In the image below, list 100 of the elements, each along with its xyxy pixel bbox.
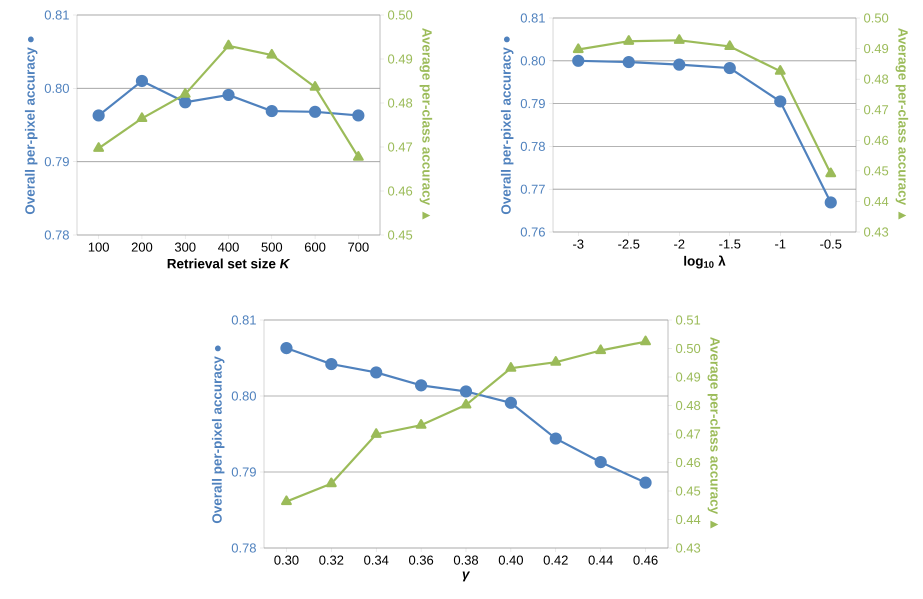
x-axis-title: γ	[462, 572, 470, 582]
y2-tick-label: 0.49	[864, 44, 888, 54]
point	[674, 34, 685, 44]
y2-tick-label: 0.48	[388, 98, 412, 108]
point	[308, 106, 322, 118]
x-tick-label: 400	[218, 242, 239, 252]
y2-tick-label: 0.45	[388, 230, 412, 240]
point	[774, 95, 786, 108]
x-tick-label: 0.44	[588, 556, 613, 565]
y2-tick-label: 0.47	[388, 142, 412, 152]
point	[460, 385, 472, 398]
y2-axis-title: Average per-class accuracy ▲	[896, 28, 908, 220]
point	[724, 62, 736, 74]
x-axis-title: Retrieval set size K	[168, 258, 290, 268]
x-tick-label: 0.38	[454, 556, 478, 565]
y-tick-label: 0.81	[44, 10, 69, 20]
point	[93, 142, 104, 152]
x-tick-label: 0.32	[319, 556, 344, 565]
x-tick-label: 100	[88, 242, 109, 252]
point	[505, 362, 516, 372]
y2-tick-label: 0.49	[676, 372, 700, 382]
y-tick-label: 0.78	[44, 230, 69, 240]
y-tick-label: 0.76	[520, 227, 545, 237]
y2-tick-label: 0.49	[388, 54, 412, 64]
point	[825, 168, 836, 178]
y2-tick-label: 0.51	[676, 315, 700, 325]
y2-tick-label: 0.50	[864, 13, 888, 23]
y2-tick-label: 0.46	[388, 186, 412, 196]
x-tick-label: 0.40	[498, 556, 523, 565]
y-tick-label: 0.78	[520, 142, 545, 151]
point	[325, 358, 338, 370]
y2-tick-label: 0.48	[864, 74, 888, 84]
y-axis-title: Overall per-pixel accuracy ●	[500, 36, 514, 214]
point	[416, 419, 427, 429]
point	[223, 40, 234, 50]
point	[572, 43, 584, 54]
x-tick-label: -3	[573, 240, 584, 249]
point	[180, 88, 191, 98]
point	[673, 58, 686, 71]
y-tick-label: 0.81	[520, 13, 545, 23]
point	[352, 151, 364, 161]
point	[266, 48, 278, 59]
point	[179, 96, 192, 108]
x-tick-label: -2	[674, 240, 684, 249]
x-tick-label: -1.5	[719, 240, 740, 249]
y-tick-label: 0.78	[232, 543, 256, 553]
y2-tick-label: 0.47	[864, 105, 888, 114]
y2-tick-label: 0.48	[676, 400, 700, 410]
y-tick-label: 0.79	[44, 157, 69, 166]
y2-tick-label: 0.47	[676, 429, 700, 439]
point	[622, 56, 635, 68]
y-tick-label: 0.80	[232, 391, 256, 401]
y2-tick-label: 0.45	[864, 166, 888, 176]
point	[594, 456, 607, 468]
x-tick-label: 0.42	[544, 556, 568, 565]
point	[136, 74, 148, 88]
point	[352, 109, 364, 122]
point	[310, 81, 320, 91]
y-tick-label: 0.77	[520, 184, 545, 194]
point	[136, 112, 148, 122]
y2-tick-label: 0.45	[676, 486, 700, 496]
y2-tick-label: 0.50	[676, 344, 700, 354]
x-tick-label: 600	[304, 242, 326, 252]
y-axis-title: Overall per-pixel accuracy ●	[24, 36, 38, 214]
point	[415, 379, 428, 392]
point	[640, 336, 651, 346]
x-tick-label: -1	[775, 240, 786, 248]
y2-tick-label: 0.44	[676, 514, 700, 524]
point	[370, 366, 382, 379]
y-axis-title: Overall per-pixel accuracy ●	[212, 346, 224, 524]
point	[326, 478, 337, 488]
y2-tick-label: 0.44	[864, 196, 888, 206]
x-tick-label: -0.5	[820, 240, 842, 249]
y2-tick-label: 0.50	[388, 10, 412, 20]
x-tick-label: 0.46	[633, 556, 658, 565]
x-tick-label: 0.36	[409, 556, 434, 565]
y2-tick-label: 0.46	[864, 136, 888, 145]
y-tick-label: 0.80	[520, 56, 545, 66]
x-axis-title: log$_{10}$ λ	[684, 256, 726, 268]
y-tick-label: 0.80	[44, 84, 69, 93]
point	[92, 109, 105, 122]
point	[460, 398, 472, 409]
x-tick-label: 200	[132, 242, 152, 252]
x-tick-label: 0.34	[364, 556, 388, 565]
x-tick-label: 300	[174, 242, 196, 252]
y2-tick-label: 0.43	[864, 227, 888, 237]
point	[639, 476, 652, 489]
point	[504, 396, 517, 409]
point	[550, 356, 562, 366]
point	[280, 342, 293, 354]
point	[550, 432, 562, 445]
x-tick-label: 0.30	[274, 556, 299, 565]
y2-axis-title: Average per-class accuracy ▲	[708, 337, 720, 528]
point	[824, 196, 837, 209]
point	[724, 40, 736, 50]
x-tick-label: -2.5	[618, 240, 640, 249]
y-tick-label: 0.79	[520, 99, 545, 108]
x-tick-label: 500	[262, 242, 282, 252]
point	[572, 54, 584, 67]
y-tick-label: 0.79	[232, 467, 256, 477]
